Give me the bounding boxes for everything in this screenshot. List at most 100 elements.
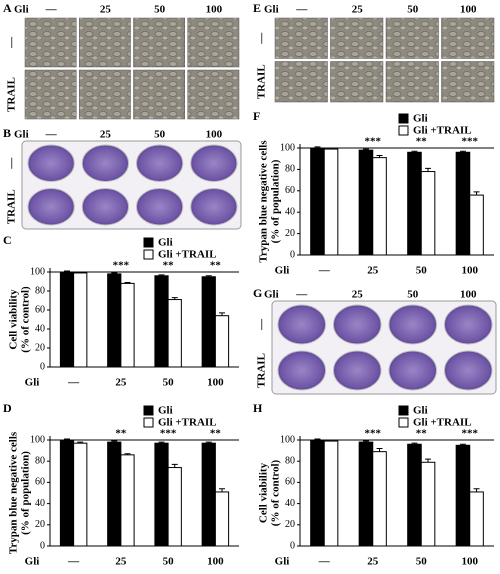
error-bar (171, 463, 178, 468)
well (333, 350, 382, 391)
y-tick-label: 80 (285, 455, 295, 466)
bar (323, 148, 339, 256)
micrograph (133, 69, 185, 120)
significance: ** (416, 428, 428, 440)
bar (469, 491, 484, 547)
error-bar (376, 447, 383, 452)
significance: *** (160, 428, 177, 440)
error-bar (425, 458, 432, 463)
bar (201, 276, 216, 368)
row-label: TRAIL (256, 353, 268, 388)
significance: *** (462, 136, 479, 148)
y-tick-label: 0 (40, 540, 45, 551)
dose-label: Gli (14, 129, 29, 141)
x-tick-label: — (67, 556, 80, 568)
bar (107, 441, 122, 547)
error-bar (111, 440, 118, 443)
legend-swatch (398, 405, 409, 416)
y-tick-label: 20 (35, 519, 45, 530)
y-tick-label: 20 (35, 342, 45, 353)
legend-swatch (143, 417, 154, 428)
x-tick-label: 100 (207, 377, 224, 389)
error-bar (64, 438, 71, 440)
dose: 25 (100, 129, 112, 141)
y-tick-label: 0 (290, 249, 295, 260)
legend-label: Gli +TRAIL (413, 417, 472, 429)
y-axis-label: Cell viability (258, 462, 270, 523)
panel-label: D (3, 401, 12, 415)
bar (214, 315, 230, 368)
significance: ** (416, 136, 428, 148)
y-tick-label: 80 (35, 455, 45, 466)
micrograph (79, 69, 131, 120)
bar (154, 275, 169, 368)
micrograph (187, 69, 240, 120)
y-tick-label: 60 (285, 185, 295, 196)
dose: 50 (154, 4, 166, 16)
legend-swatch (143, 237, 154, 248)
plate (21, 140, 242, 230)
dose: 25 (100, 4, 112, 16)
bar (455, 444, 471, 547)
panel-label: A (3, 1, 12, 15)
panel-label: B (3, 126, 11, 140)
error-bar (218, 488, 225, 492)
micrograph (441, 61, 495, 103)
significance: *** (365, 136, 382, 148)
well (388, 304, 437, 345)
dose: 25 (352, 289, 364, 301)
row-label: — (6, 157, 18, 170)
bar (358, 149, 374, 256)
error-bar (124, 281, 131, 284)
micrograph (385, 61, 439, 103)
error-bar (473, 191, 480, 196)
bar (214, 491, 230, 547)
micrograph (24, 69, 77, 120)
dose: 100 (206, 129, 223, 141)
row-label: — (256, 32, 268, 45)
row-label: TRAIL (6, 77, 18, 112)
significance: ** (115, 428, 127, 440)
bar (167, 467, 182, 547)
y-tick-label: 20 (285, 519, 295, 530)
row-label: TRAIL (6, 189, 18, 224)
bar (107, 273, 122, 368)
panel-label: H (253, 401, 263, 415)
panel-label: C (3, 233, 12, 247)
y-tick-label: 40 (285, 498, 295, 509)
x-tick-label: 50 (416, 265, 428, 277)
panel-label: E (253, 1, 261, 15)
error-bar (158, 274, 165, 276)
dose: 100 (206, 4, 223, 16)
bar (420, 171, 436, 256)
bar (372, 451, 387, 547)
x-tick-label: 25 (115, 556, 127, 568)
row-label: — (6, 36, 18, 49)
y-tick-label: 100 (30, 434, 45, 445)
legend-swatch (398, 125, 409, 136)
legend-label: Gli +TRAIL (158, 417, 217, 429)
micrograph (79, 17, 131, 68)
bar (372, 157, 387, 256)
dose-label: Gli (264, 289, 279, 301)
y-tick-label: 60 (285, 477, 295, 488)
dose: — (45, 4, 58, 16)
bar (59, 439, 75, 547)
error-bar (328, 439, 335, 442)
legend-label: Gli +TRAIL (413, 125, 472, 137)
bar (469, 194, 484, 256)
x-tick-label: 100 (462, 556, 479, 568)
panel-label: F (253, 109, 260, 123)
bar (455, 151, 471, 256)
bar (310, 147, 325, 256)
well (27, 144, 75, 182)
row-label: — (256, 318, 268, 331)
dose: 50 (407, 289, 419, 301)
legend-label: Gli (413, 405, 428, 417)
well (136, 144, 184, 182)
dose: 50 (407, 4, 419, 16)
micrograph (330, 17, 384, 59)
error-bar (77, 441, 84, 444)
y-tick-label: 0 (290, 540, 295, 551)
x-tick-label: — (318, 556, 331, 568)
